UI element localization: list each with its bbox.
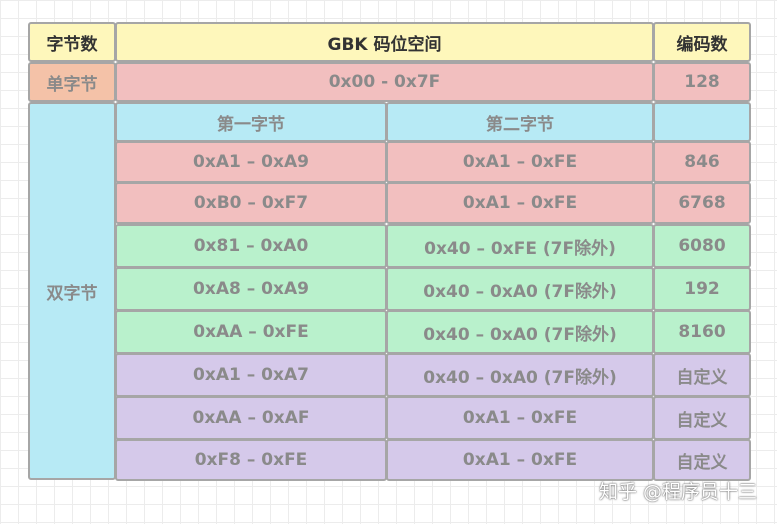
row-first-byte: 0xAA – 0xAF: [115, 396, 387, 440]
row-second-byte: 0x40 – 0xA0 (7F除外): [386, 353, 654, 397]
row-count: 6080: [653, 224, 751, 268]
sub-header-first-byte: 第一字节: [115, 102, 387, 142]
row-second-byte: 0x40 – 0xFE (7F除外): [386, 224, 654, 268]
row-count: 自定义: [653, 353, 751, 397]
single-byte-label: 单字节: [28, 62, 116, 102]
row-second-byte: 0x40 – 0xA0 (7F除外): [386, 267, 654, 311]
row-count: 自定义: [653, 439, 751, 481]
row-first-byte: 0xA1 – 0xA9: [115, 141, 387, 183]
double-byte-label: 双字节: [28, 102, 116, 480]
row-count: 8160: [653, 310, 751, 354]
row-second-byte: 0xA1 – 0xFE: [386, 141, 654, 183]
row-first-byte: 0x81 – 0xA0: [115, 224, 387, 268]
row-count: 846: [653, 141, 751, 183]
header-count-label: 编码数: [653, 22, 751, 62]
header-bytes-label: 字节数: [28, 22, 116, 62]
row-first-byte: 0xA8 – 0xA9: [115, 267, 387, 311]
row-first-byte: 0xF8 – 0xFE: [115, 439, 387, 481]
row-second-byte: 0xA1 – 0xFE: [386, 439, 654, 481]
sub-header-count: [653, 102, 751, 142]
row-first-byte: 0xB0 – 0xF7: [115, 182, 387, 224]
single-byte-count: 128: [653, 62, 751, 102]
row-second-byte: 0xA1 – 0xFE: [386, 182, 654, 224]
row-second-byte: 0x40 – 0xA0 (7F除外): [386, 310, 654, 354]
row-count: 自定义: [653, 396, 751, 440]
row-first-byte: 0xA1 – 0xA7: [115, 353, 387, 397]
row-count: 6768: [653, 182, 751, 224]
row-second-byte: 0xA1 – 0xFE: [386, 396, 654, 440]
row-count: 192: [653, 267, 751, 311]
single-byte-range: 0x00 - 0x7F: [115, 62, 654, 102]
watermark: 知乎 @程序员十三: [598, 481, 757, 503]
header-gbk-space-label: GBK 码位空间: [115, 22, 654, 62]
sub-header-second-byte: 第二字节: [386, 102, 654, 142]
row-first-byte: 0xAA – 0xFE: [115, 310, 387, 354]
